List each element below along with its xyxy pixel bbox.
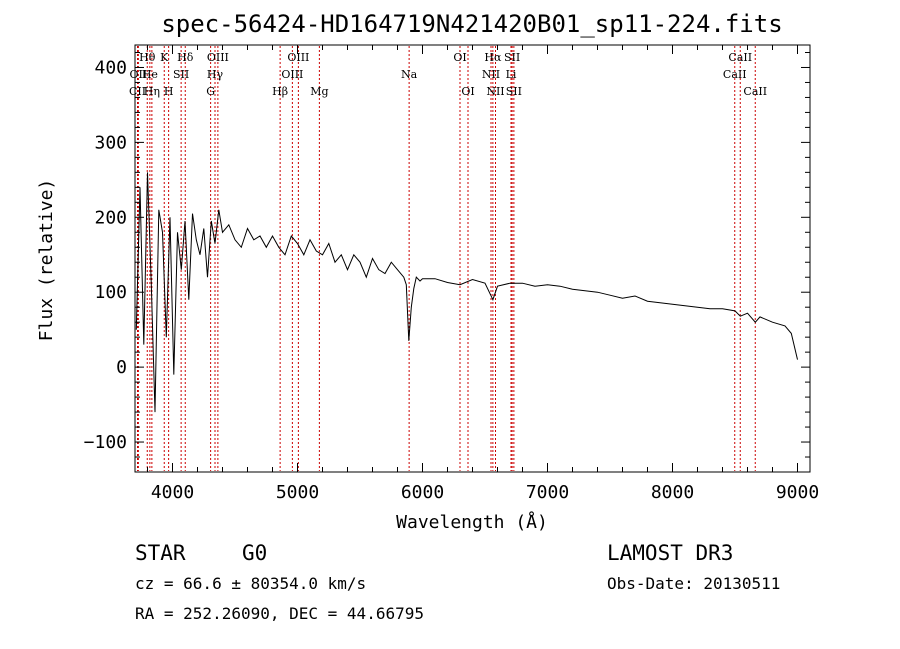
y-tick-label: 100 (94, 282, 127, 303)
spectral-line-label: CII (129, 85, 146, 98)
spectral-line-markers (137, 46, 756, 471)
spectral-line-label: NII (486, 85, 504, 98)
y-axis-label: Flux (relative) (36, 179, 57, 342)
y-tick-label: −100 (84, 432, 127, 453)
redshift-cz: cz = 66.6 ± 80354.0 km/s (135, 574, 366, 593)
spectral-line-label: NII (482, 68, 500, 81)
spectral-line-label: Li (506, 68, 517, 81)
spectral-line-label: OIII (207, 51, 229, 64)
spectral-line-label: H (164, 85, 174, 98)
spectral-line-label: G (206, 85, 215, 98)
x-tick-label: 6000 (401, 482, 444, 503)
x-tick-label: 4000 (151, 482, 194, 503)
spectral-line-label: K (160, 51, 169, 64)
x-axis-label: Wavelength (Å) (396, 511, 548, 533)
spectral-line-label: OIII (287, 51, 309, 64)
x-tick-label: 8000 (651, 482, 694, 503)
spectral-line-label: Hθ (139, 51, 156, 64)
spectral-line-label: OI (453, 51, 466, 64)
spectral-line-label: He (142, 68, 158, 81)
spectral-line-label: OII (130, 68, 148, 81)
spectral-line-label: OIII (281, 68, 303, 81)
spectral-line-label: CaII (743, 85, 767, 98)
y-tick-label: 400 (94, 57, 127, 78)
spectral-line-label: Hδ (177, 51, 194, 64)
ra-dec: RA = 252.26090, DEC = 44.66795 (135, 604, 424, 623)
survey-name: LAMOST DR3 (607, 541, 733, 565)
spectral-line-label: SII (506, 85, 522, 98)
spectral-line-label: OI (461, 85, 474, 98)
y-tick-label: 0 (116, 357, 127, 378)
spectral-line-label: Na (401, 68, 418, 81)
x-tick-label: 9000 (776, 482, 819, 503)
y-tick-label: 200 (94, 207, 127, 228)
object-class: STAR (135, 541, 186, 565)
x-tick-label: 5000 (276, 482, 319, 503)
spectral-line-label: CaII (728, 51, 752, 64)
spectrum-line (135, 172, 798, 413)
obs-date: Obs-Date: 20130511 (607, 574, 780, 593)
chart-title: spec-56424-HD164719N421420B01_sp11-224.f… (161, 10, 782, 38)
spectral-line-label: Hβ (272, 85, 288, 98)
plot-frame (134, 44, 811, 473)
spectral-line-label: Mg (310, 85, 328, 98)
spectral-line-label: SII (504, 51, 520, 64)
axis-ticks: 4000 5000 6000 7000 8000 9000 −100 0 100 200 300 40… (84, 45, 819, 503)
spectral-line-label: Hη (144, 85, 160, 98)
y-tick-label: 300 (94, 132, 127, 153)
spectral-line-labels: Hθ OII CII He Hη K H SII Hδ OIII Hγ G Hβ OIII OIII Mg Na… (129, 51, 767, 98)
subclass: G0 (242, 541, 267, 565)
x-tick-label: 7000 (526, 482, 569, 503)
spectral-line-label: SII (173, 68, 189, 81)
spectral-line-label: Hα (484, 51, 502, 64)
spectral-line-label: CaII (723, 68, 747, 81)
spectral-line-label: Hγ (207, 68, 224, 81)
